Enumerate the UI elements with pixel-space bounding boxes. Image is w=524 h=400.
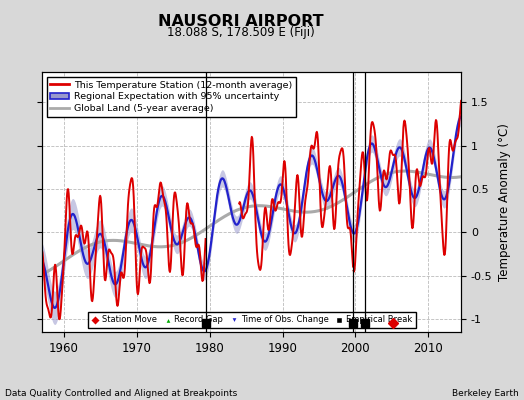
Text: NAUSORI AIRPORT: NAUSORI AIRPORT [158,14,324,29]
Legend: Station Move, Record Gap, Time of Obs. Change, Empirical Break: Station Move, Record Gap, Time of Obs. C… [88,312,416,328]
Text: Berkeley Earth: Berkeley Earth [452,389,519,398]
Y-axis label: Temperature Anomaly (°C): Temperature Anomaly (°C) [498,123,511,281]
Text: 18.088 S, 178.509 E (Fiji): 18.088 S, 178.509 E (Fiji) [167,26,315,39]
Text: Data Quality Controlled and Aligned at Breakpoints: Data Quality Controlled and Aligned at B… [5,389,237,398]
